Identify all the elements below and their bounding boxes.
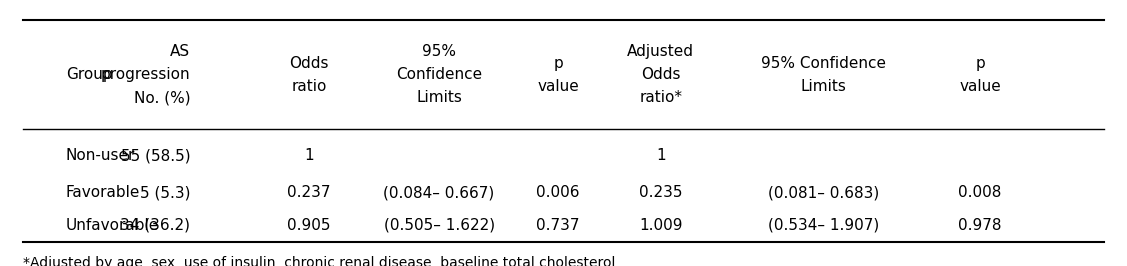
Text: Odds: Odds bbox=[641, 67, 681, 82]
Text: Adjusted: Adjusted bbox=[628, 44, 694, 59]
Text: Favorable: Favorable bbox=[65, 185, 140, 200]
Text: 1.009: 1.009 bbox=[639, 218, 683, 232]
Text: (0.505– 1.622): (0.505– 1.622) bbox=[383, 218, 495, 232]
Text: 95%: 95% bbox=[423, 44, 456, 59]
Text: 5 (5.3): 5 (5.3) bbox=[140, 185, 190, 200]
Text: (0.081– 0.683): (0.081– 0.683) bbox=[767, 185, 879, 200]
Text: *Adjusted by age, sex, use of insulin, chronic renal disease, baseline total cho: *Adjusted by age, sex, use of insulin, c… bbox=[23, 256, 615, 266]
Text: 0.978: 0.978 bbox=[958, 218, 1002, 232]
Text: 1: 1 bbox=[304, 148, 314, 163]
Text: Confidence: Confidence bbox=[396, 67, 482, 82]
Text: 0.237: 0.237 bbox=[287, 185, 331, 200]
Text: 1: 1 bbox=[656, 148, 666, 163]
Text: 0.006: 0.006 bbox=[536, 185, 579, 200]
Text: Odds: Odds bbox=[290, 56, 329, 70]
Text: Limits: Limits bbox=[416, 90, 462, 105]
Text: 0.737: 0.737 bbox=[536, 218, 579, 232]
Text: value: value bbox=[959, 79, 1001, 94]
Text: value: value bbox=[538, 79, 579, 94]
Text: 95% Confidence: 95% Confidence bbox=[761, 56, 886, 70]
Text: (0.534– 1.907): (0.534– 1.907) bbox=[767, 218, 879, 232]
Text: 55 (58.5): 55 (58.5) bbox=[121, 148, 190, 163]
Text: p: p bbox=[553, 56, 564, 70]
Text: (0.084– 0.667): (0.084– 0.667) bbox=[383, 185, 495, 200]
Text: Unfavorable: Unfavorable bbox=[65, 218, 159, 232]
Text: ratio*: ratio* bbox=[639, 90, 682, 105]
Text: AS: AS bbox=[170, 44, 190, 59]
Text: p: p bbox=[975, 56, 985, 70]
Text: 0.905: 0.905 bbox=[287, 218, 331, 232]
Text: Group: Group bbox=[65, 67, 113, 82]
Text: ratio: ratio bbox=[292, 79, 327, 94]
Text: 0.008: 0.008 bbox=[958, 185, 1002, 200]
Text: Limits: Limits bbox=[800, 79, 846, 94]
Text: 0.235: 0.235 bbox=[639, 185, 683, 200]
Text: Non-user: Non-user bbox=[65, 148, 135, 163]
Text: 34 (36.2): 34 (36.2) bbox=[121, 218, 190, 232]
Text: progression: progression bbox=[100, 67, 190, 82]
Text: No. (%): No. (%) bbox=[134, 90, 190, 105]
